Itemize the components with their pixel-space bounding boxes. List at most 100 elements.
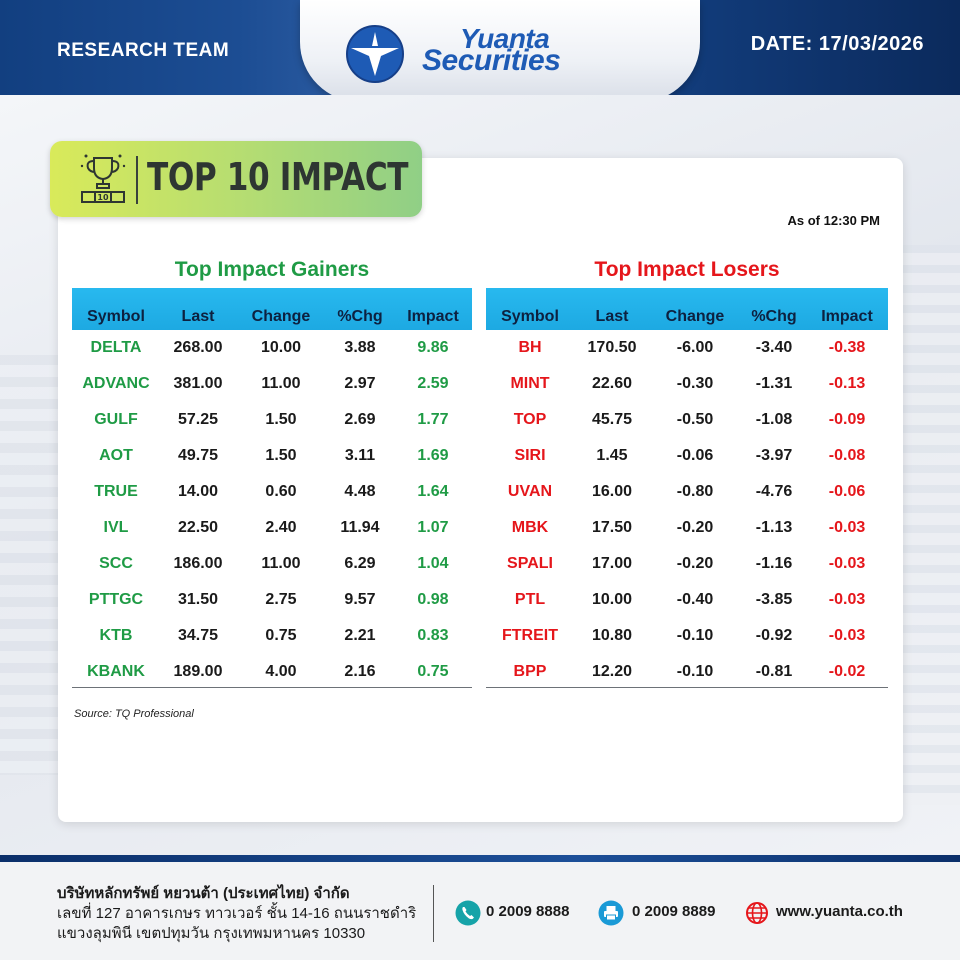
cell-change: 0.60	[265, 483, 297, 500]
cell-last: 17.00	[591, 555, 633, 572]
cell-last: 22.60	[591, 375, 633, 392]
cell-symbol: BH	[518, 339, 542, 356]
table-row: SIRI 1.45 -0.06 -3.97 -0.08	[486, 438, 888, 474]
cell-symbol: ADVANC	[82, 375, 150, 392]
cell-pct-change: 11.94	[340, 519, 380, 536]
cell-last: 57.25	[177, 411, 219, 428]
col-header-impact: Impact	[821, 308, 873, 325]
gainers-table-bottom-rule	[72, 687, 472, 688]
cell-impact: 1.69	[417, 447, 449, 464]
losers-title: Top Impact Losers	[594, 258, 780, 281]
cell-pct-change: 2.97	[344, 375, 376, 392]
banner-title: TOP 10 IMPACT	[147, 155, 409, 199]
cell-change: 1.50	[265, 447, 297, 464]
col-header-symbol: Symbol	[501, 308, 559, 325]
table-row: UVAN 16.00 -0.80 -4.76 -0.06	[486, 474, 888, 510]
cell-last: 17.50	[591, 519, 633, 536]
phone-icon	[455, 900, 481, 926]
cell-symbol: TRUE	[94, 483, 138, 500]
cell-pct-change: 6.29	[344, 555, 376, 572]
research-team-label: RESEARCH TEAM	[57, 40, 230, 61]
cell-last: 186.00	[173, 555, 223, 572]
cell-change: 4.00	[265, 663, 297, 680]
cell-symbol: IVL	[103, 519, 129, 536]
cell-last: 381.00	[173, 375, 223, 392]
gainers-table-header: Symbol Last Change %Chg Impact	[72, 288, 472, 330]
address-line-2: แขวงลุมพินี เขตปทุมวัน กรุงเทพมหานคร 103…	[57, 925, 366, 942]
cell-last: 16.00	[591, 483, 633, 500]
cell-impact: 0.75	[417, 663, 449, 680]
title-banner	[50, 141, 422, 217]
table-row: MINT 22.60 -0.30 -1.31 -0.13	[486, 366, 888, 402]
yuanta-logo-icon	[346, 25, 404, 83]
cell-pct-change: -3.40	[755, 339, 793, 356]
cell-pct-change: 9.57	[344, 591, 376, 608]
cell-change: 0.75	[265, 627, 297, 644]
brand-line-2: Securities	[422, 44, 561, 77]
cell-change: 1.50	[265, 411, 297, 428]
brand-line-1: Yuanta	[460, 23, 550, 54]
cell-symbol: GULF	[94, 411, 138, 428]
cell-impact: 9.86	[417, 339, 449, 356]
cell-pct-change: 3.11	[344, 447, 376, 464]
cell-impact: -0.38	[828, 339, 866, 356]
cell-last: 14.00	[177, 483, 219, 500]
table-row: SCC 186.00 11.00 6.29 1.04	[72, 546, 472, 582]
gainers-title: Top Impact Gainers	[174, 258, 370, 281]
gainers-table-body: DELTA 268.00 10.00 3.88 9.86 ADVANC 381.00 11.0…	[72, 330, 472, 690]
cell-symbol: PTTGC	[88, 591, 144, 608]
cell-symbol: AOT	[99, 447, 133, 464]
cell-pct-change: 3.88	[344, 339, 376, 356]
cell-last: 189.00	[173, 663, 223, 680]
col-header-symbol: Symbol	[87, 308, 145, 325]
cell-change: -0.06	[676, 447, 714, 464]
website-link[interactable]: www.yuanta.co.th	[776, 903, 903, 920]
table-row: PTTGC 31.50 2.75 9.57 0.98	[72, 582, 472, 618]
phone-number[interactable]: 0 2009 8888	[486, 903, 570, 920]
footer-accent-bar	[0, 855, 960, 862]
cell-pct-change: 2.21	[344, 627, 376, 644]
banner-divider	[136, 156, 138, 204]
cell-pct-change: -1.13	[755, 519, 793, 536]
col-header-pct-change: %Chg	[751, 308, 797, 325]
cell-pct-change: 2.69	[344, 411, 376, 428]
cell-last: 12.20	[591, 663, 633, 680]
cell-symbol: DELTA	[90, 339, 142, 356]
cell-change: 10.00	[260, 339, 302, 356]
col-header-impact: Impact	[407, 308, 459, 325]
cell-last: 10.00	[591, 591, 633, 608]
cell-impact: -0.09	[828, 411, 866, 428]
cell-last: 31.50	[177, 591, 219, 608]
trophy-number: 10	[97, 193, 109, 202]
cell-impact: -0.02	[828, 663, 866, 680]
footer-divider	[433, 885, 434, 942]
cell-impact: 1.04	[417, 555, 449, 572]
cell-impact: 0.98	[417, 591, 449, 608]
cell-impact: -0.03	[828, 591, 866, 608]
table-row: KBANK 189.00 4.00 2.16 0.75	[72, 654, 472, 690]
content-card	[58, 158, 903, 822]
as-of-time: As of 12:30 PM	[787, 213, 880, 228]
cell-impact: 1.07	[417, 519, 449, 536]
company-name: บริษัทหลักทรัพย์ หยวนต้า (ประเทศไทย) จำก…	[57, 885, 350, 902]
fax-number[interactable]: 0 2009 8889	[632, 903, 716, 920]
cell-pct-change: -1.31	[755, 375, 793, 392]
col-header-pct-change: %Chg	[337, 308, 383, 325]
cell-last: 45.75	[591, 411, 633, 428]
header-stripe-left	[0, 0, 340, 95]
cell-change: 11.00	[261, 555, 301, 572]
cell-change: -0.10	[676, 663, 714, 680]
table-row: KTB 34.75 0.75 2.21 0.83	[72, 618, 472, 654]
cell-change: -6.00	[676, 339, 714, 356]
cell-pct-change: -4.76	[755, 483, 793, 500]
cell-pct-change: -0.81	[755, 663, 793, 680]
table-row: BH 170.50 -6.00 -3.40 -0.38	[486, 330, 888, 366]
cell-change: -0.30	[676, 375, 714, 392]
cell-change: 11.00	[261, 375, 301, 392]
cell-symbol: SCC	[99, 555, 133, 572]
cell-change: 2.40	[265, 519, 297, 536]
losers-table-header: Symbol Last Change %Chg Impact	[486, 288, 888, 330]
cell-impact: -0.03	[828, 519, 866, 536]
cell-symbol: PTL	[514, 591, 546, 608]
table-row: PTL 10.00 -0.40 -3.85 -0.03	[486, 582, 888, 618]
